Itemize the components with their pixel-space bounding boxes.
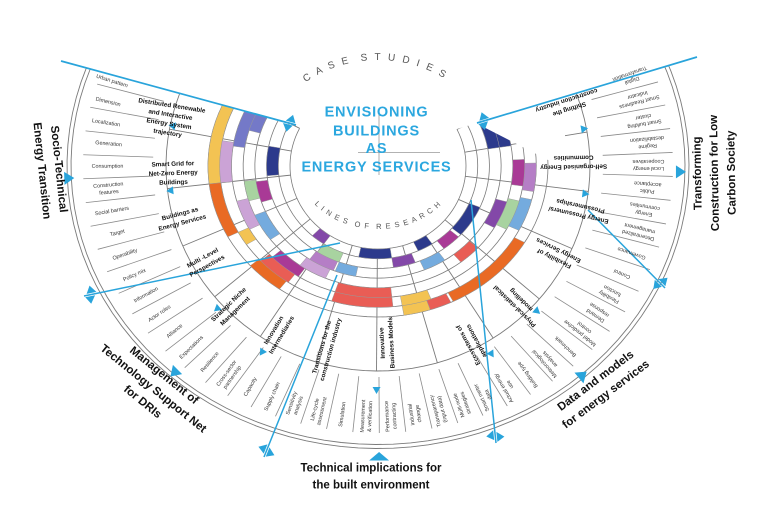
svg-text:ENVISIONING: ENVISIONING [325,105,429,121]
svg-text:BUILDINGS: BUILDINGS [333,124,420,140]
svg-text:Local energyCooperatives: Local energyCooperatives [632,157,664,170]
svg-text:AS: AS [366,141,388,157]
svg-text:Consumption: Consumption [92,164,124,170]
svg-text:ENERGY SERVICES: ENERGY SERVICES [301,160,451,176]
